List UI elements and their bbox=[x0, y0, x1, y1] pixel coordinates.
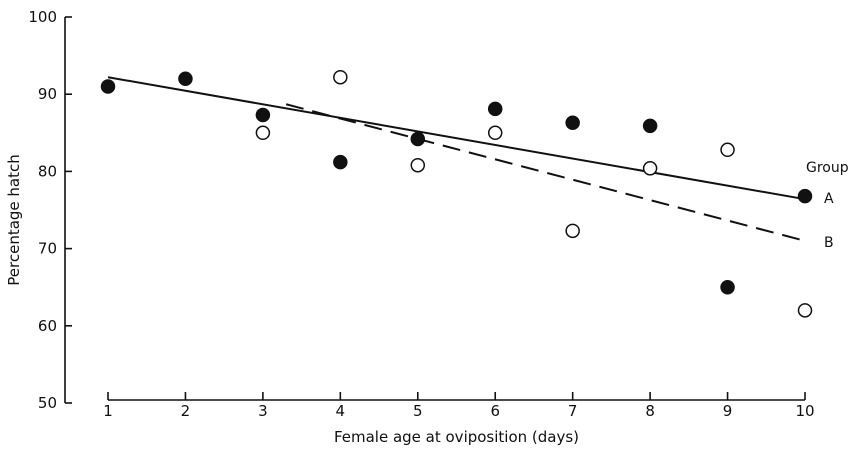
y-axis-label: Percentage hatch bbox=[5, 154, 23, 285]
data-point-a bbox=[487, 101, 503, 117]
data-point-a bbox=[255, 107, 271, 123]
x-tick-label: 1 bbox=[103, 402, 113, 420]
data-point-b bbox=[333, 69, 348, 85]
data-point-a bbox=[642, 118, 658, 134]
x-tick-label: 10 bbox=[795, 402, 814, 420]
y-tick-label: 60 bbox=[38, 317, 57, 335]
data-point-a bbox=[178, 71, 193, 87]
data-point-b bbox=[255, 125, 271, 141]
data-points bbox=[100, 69, 813, 318]
fit-line-b bbox=[285, 103, 806, 242]
data-point-a bbox=[333, 154, 348, 170]
x-tick-label: 3 bbox=[258, 402, 268, 420]
y-tick-label: 70 bbox=[38, 240, 57, 258]
x-tick-label: 6 bbox=[490, 402, 500, 420]
axes: 50 60 70 80 90 100 1 2 3 4 5 6 7 8 9 10 bbox=[28, 8, 814, 420]
y-tick-label: 80 bbox=[38, 162, 57, 180]
data-point-b bbox=[487, 125, 503, 141]
legend-title: Group bbox=[806, 160, 849, 176]
x-tick-label: 4 bbox=[336, 402, 346, 420]
data-point-b bbox=[720, 142, 735, 158]
series-b-label: B bbox=[824, 235, 834, 251]
data-point-b bbox=[642, 161, 658, 176]
x-tick-label: 9 bbox=[723, 402, 733, 420]
x-tick-label: 2 bbox=[181, 402, 191, 420]
y-tick-label: 100 bbox=[28, 8, 57, 26]
data-point-b bbox=[565, 223, 580, 239]
data-point-a bbox=[797, 188, 813, 204]
fit-lines bbox=[107, 76, 806, 242]
data-point-a bbox=[565, 115, 580, 131]
x-tick-label: 7 bbox=[568, 402, 578, 420]
data-point-a bbox=[410, 131, 426, 147]
data-point-a bbox=[100, 79, 116, 94]
series-a-label: A bbox=[824, 191, 834, 207]
fit-line-a bbox=[107, 76, 806, 201]
data-point-b bbox=[410, 157, 426, 173]
x-tick-label: 8 bbox=[645, 402, 655, 420]
data-point-b bbox=[797, 303, 813, 318]
x-axis-label: Female age at oviposition (days) bbox=[334, 428, 579, 446]
y-tick-label: 50 bbox=[38, 394, 57, 412]
data-point-a bbox=[720, 279, 735, 295]
y-tick-label: 90 bbox=[38, 85, 57, 103]
labels: Female age at oviposition (days) Percent… bbox=[5, 154, 849, 446]
x-tick-label: 5 bbox=[413, 402, 423, 420]
